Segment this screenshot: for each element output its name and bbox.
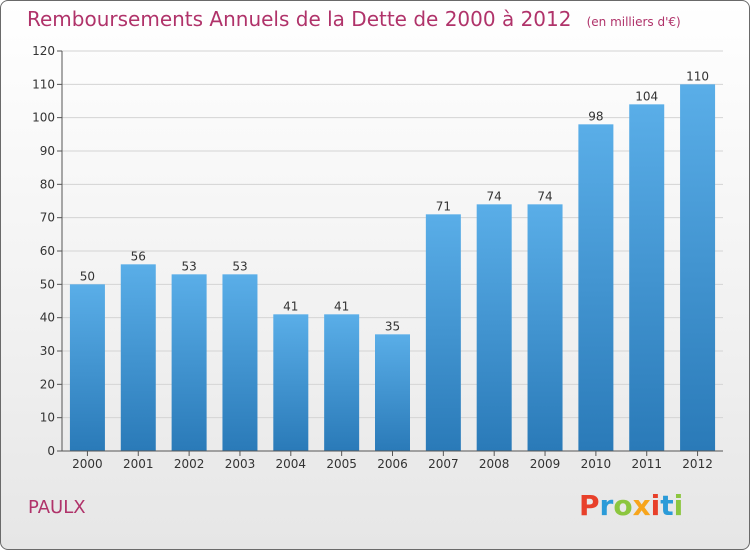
y-tick-label: 0 <box>47 444 55 458</box>
y-tick-label: 120 <box>32 44 55 58</box>
x-tick-label: 2003 <box>225 457 256 471</box>
x-tick-label: 2010 <box>581 457 612 471</box>
bar <box>476 204 512 451</box>
logo-letter: i <box>673 489 684 522</box>
x-tick-label: 2004 <box>276 457 307 471</box>
y-tick-label: 50 <box>40 277 55 291</box>
y-tick-label: 20 <box>40 377 55 391</box>
x-tick-label: 2002 <box>174 457 205 471</box>
bar <box>425 214 461 451</box>
commune-name: PAULX <box>28 497 86 518</box>
chart-title: Remboursements Annuels de la Dette de 20… <box>27 7 572 31</box>
data-label: 50 <box>80 269 95 283</box>
y-tick-label: 70 <box>40 211 55 225</box>
y-tick-label: 80 <box>40 177 55 191</box>
data-label: 56 <box>131 249 146 263</box>
y-tick-label: 30 <box>40 344 55 358</box>
x-tick-label: 2001 <box>123 457 154 471</box>
data-label: 104 <box>635 89 658 103</box>
bar <box>629 104 665 451</box>
data-label: 74 <box>537 189 552 203</box>
data-label: 41 <box>283 299 298 313</box>
bar <box>120 264 156 451</box>
data-label: 71 <box>436 199 451 213</box>
logo-letter: P <box>579 489 600 522</box>
chart-unit: (en milliers d'€) <box>586 15 681 29</box>
y-tick-label: 60 <box>40 244 55 258</box>
y-tick-label: 110 <box>32 77 55 91</box>
title-row: Remboursements Annuels de la Dette de 20… <box>27 7 681 31</box>
x-tick-label: 2012 <box>682 457 713 471</box>
x-tick-label: 2000 <box>72 457 103 471</box>
y-tick-label: 90 <box>40 144 55 158</box>
data-label: 53 <box>232 259 247 273</box>
logo-letter: o <box>613 489 633 522</box>
data-label: 41 <box>334 299 349 313</box>
data-label: 35 <box>385 319 400 333</box>
bar <box>222 274 258 451</box>
bar <box>680 84 716 451</box>
proxiti-logo: Proxiti <box>579 489 683 522</box>
bar <box>578 124 614 451</box>
logo-letter: t <box>660 489 674 522</box>
x-tick-label: 2011 <box>631 457 662 471</box>
bar <box>527 204 563 451</box>
x-tick-label: 2008 <box>479 457 510 471</box>
bar <box>171 274 207 451</box>
data-label: 98 <box>588 109 603 123</box>
bar <box>324 314 360 451</box>
bar <box>69 284 105 451</box>
x-tick-label: 2006 <box>377 457 408 471</box>
logo-letter: i <box>650 489 661 522</box>
data-label: 53 <box>181 259 196 273</box>
x-tick-label: 2005 <box>326 457 357 471</box>
y-tick-label: 40 <box>40 311 55 325</box>
x-tick-label: 2009 <box>530 457 561 471</box>
y-tick-label: 100 <box>32 111 55 125</box>
logo-letter: r <box>599 489 614 522</box>
bar <box>375 334 410 451</box>
x-tick-label: 2007 <box>428 457 459 471</box>
data-label: 74 <box>487 189 502 203</box>
data-label: 110 <box>686 69 709 83</box>
y-tick-label: 10 <box>40 411 55 425</box>
bar <box>273 314 309 451</box>
logo-letter: x <box>632 489 651 522</box>
